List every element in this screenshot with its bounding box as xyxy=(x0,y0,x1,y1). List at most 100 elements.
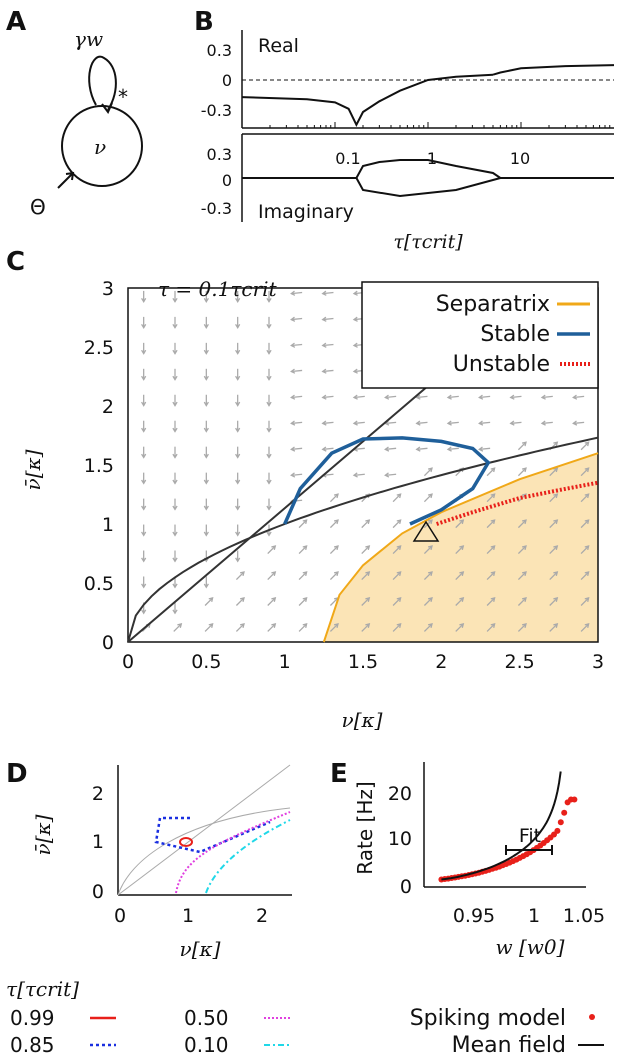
c-field-arrow xyxy=(329,493,339,503)
c-field-arrow xyxy=(580,493,590,503)
d-legend-label: 0.10 xyxy=(184,1033,229,1056)
c-field-arrowhead xyxy=(141,453,147,459)
c-separatrix-line xyxy=(322,452,599,643)
c-field-arrowhead xyxy=(321,342,327,348)
c-field-arrow xyxy=(291,369,303,373)
c-field-arrowhead xyxy=(172,375,178,381)
c-field-arrowhead xyxy=(266,453,272,459)
c-field-arrowhead xyxy=(446,394,452,400)
c-field-arrowhead xyxy=(521,571,527,577)
c-field-arrow xyxy=(580,519,590,529)
c-field-arrowhead xyxy=(290,394,296,400)
c-field-arrowhead xyxy=(584,596,590,602)
c-field-arrow xyxy=(329,571,339,580)
c-field-arrow xyxy=(392,519,402,529)
c-field-arrowhead xyxy=(271,622,277,628)
c-field-arrowhead xyxy=(365,545,371,551)
d-legend-title: τ[τcrit] xyxy=(6,977,79,1001)
panel-letter-e: E xyxy=(330,759,348,789)
c-field-arrowhead xyxy=(321,420,327,426)
c-field-arrowhead xyxy=(172,297,178,303)
d-xtick: 0 xyxy=(114,905,126,927)
c-field-arrowhead xyxy=(459,596,465,602)
d-diagonal xyxy=(117,764,291,896)
c-field-arrow xyxy=(549,623,558,632)
c-field-arrowhead xyxy=(459,467,465,473)
c-field-arrowhead xyxy=(302,596,308,602)
c-field-arrowhead xyxy=(172,609,178,615)
c-field-arrowhead xyxy=(584,467,590,473)
panel-letter-b: B xyxy=(194,7,214,37)
c-legend-label: Unstable xyxy=(453,352,550,377)
c-field-arrow xyxy=(235,623,245,632)
c-field-arrowhead xyxy=(172,583,178,589)
c-field-arrowhead xyxy=(141,375,147,381)
c-field-arrowhead xyxy=(352,368,358,374)
c-field-arrow xyxy=(329,623,339,632)
c-field-arrow xyxy=(517,441,527,451)
c-field-arrowhead xyxy=(302,545,308,551)
c-xtick: 2.5 xyxy=(505,651,535,673)
c-field-arrowhead xyxy=(459,519,465,525)
c-field-arrow xyxy=(291,473,303,476)
c-field-arrow xyxy=(580,545,590,555)
c-field-arrowhead xyxy=(396,571,402,577)
c-field-arrow xyxy=(447,447,459,451)
e-xlabel: w [w0] xyxy=(496,935,565,959)
b-real-ytick: 0 xyxy=(222,71,232,90)
c-field-arrow xyxy=(291,421,303,425)
c-field-arrowhead xyxy=(141,479,147,485)
c-field-arrow xyxy=(517,571,527,580)
c-field-arrowhead xyxy=(490,596,496,602)
c-field-arrowhead xyxy=(266,531,272,537)
c-field-arrowhead xyxy=(172,427,178,433)
panel-d: D 2 1 0 0 1 2 ν̄[κ] ν[κ] τ[τcrit] 0.99 0… xyxy=(6,759,292,1057)
c-field-arrow xyxy=(423,519,433,529)
c-xlabel: ν[κ] xyxy=(342,708,383,732)
c-field-arrow xyxy=(479,395,491,399)
c-field-arrowhead xyxy=(271,571,277,577)
c-field-arrow xyxy=(267,545,276,555)
c-field-arrow xyxy=(322,291,334,295)
c-field-arrowhead xyxy=(235,505,241,511)
c-field-arrow xyxy=(486,597,496,606)
b-real-series-branch xyxy=(492,64,615,76)
loop-label: γw xyxy=(74,27,103,51)
c-field-arrow xyxy=(385,395,397,399)
c-field-arrowhead xyxy=(540,394,546,400)
c-field-arrow xyxy=(549,519,558,529)
c-field-arrow xyxy=(423,623,433,632)
c-legend-label: Separatrix xyxy=(436,292,550,317)
panel-letter-c: C xyxy=(6,247,25,277)
c-field-arrowhead xyxy=(584,622,590,628)
c-field-arrowhead xyxy=(427,571,433,577)
d-series-010 xyxy=(205,819,291,894)
e-ytick: 20 xyxy=(388,783,412,805)
c-field-arrowhead xyxy=(478,446,484,452)
input-label: Θ xyxy=(30,195,46,219)
c-field-arrowhead xyxy=(203,427,209,433)
c-field-arrowhead xyxy=(203,453,209,459)
c-field-arrowhead xyxy=(333,545,339,551)
c-field-arrowhead xyxy=(584,493,590,499)
c-field-arrowhead xyxy=(321,446,327,452)
d-series-050 xyxy=(175,811,291,894)
c-field-arrowhead xyxy=(478,420,484,426)
c-vector-field xyxy=(141,290,590,632)
c-field-arrowhead xyxy=(396,519,402,525)
c-field-arrow xyxy=(447,395,459,399)
c-field-arrow xyxy=(423,545,433,555)
c-field-arrow xyxy=(486,571,496,580)
c-field-arrow xyxy=(580,441,590,451)
c-field-arrowhead xyxy=(427,493,433,499)
b-imag-ytick: 0 xyxy=(222,171,232,190)
b-real-series xyxy=(241,73,494,128)
c-field-arrowhead xyxy=(490,493,496,499)
c-field-arrow xyxy=(353,395,365,399)
b-imag-ytick: -0.3 xyxy=(201,199,232,218)
c-field-arrow xyxy=(580,467,590,477)
d-ytick: 2 xyxy=(92,783,104,805)
c-field-arrowhead xyxy=(333,622,339,628)
c-field-arrowhead xyxy=(271,545,277,551)
c-field-arrow xyxy=(392,597,402,606)
